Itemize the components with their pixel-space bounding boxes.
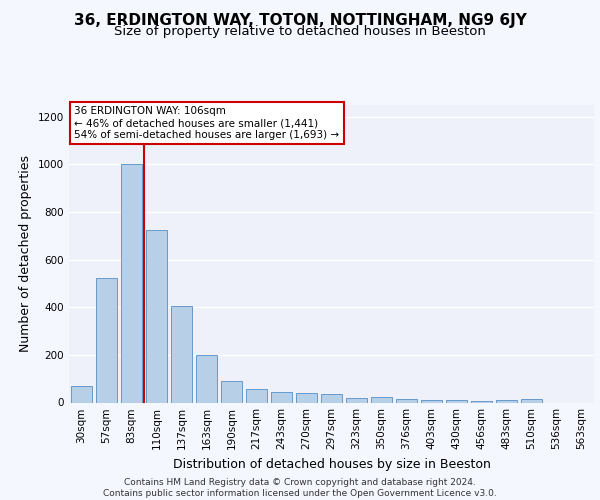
Bar <box>196 355 217 403</box>
Bar <box>96 278 117 402</box>
Bar <box>146 230 167 402</box>
Bar <box>396 399 417 402</box>
Bar <box>71 386 92 402</box>
Bar <box>121 164 142 402</box>
Bar <box>221 381 242 402</box>
Bar <box>371 398 392 402</box>
Text: 36 ERDINGTON WAY: 106sqm
← 46% of detached houses are smaller (1,441)
54% of sem: 36 ERDINGTON WAY: 106sqm ← 46% of detach… <box>74 106 340 140</box>
Bar <box>521 399 542 402</box>
Text: Contains HM Land Registry data © Crown copyright and database right 2024.
Contai: Contains HM Land Registry data © Crown c… <box>103 478 497 498</box>
Y-axis label: Number of detached properties: Number of detached properties <box>19 155 32 352</box>
X-axis label: Distribution of detached houses by size in Beeston: Distribution of detached houses by size … <box>173 458 490 471</box>
Bar <box>321 394 342 402</box>
Bar <box>296 394 317 402</box>
Bar <box>171 306 192 402</box>
Bar <box>271 392 292 402</box>
Bar <box>346 398 367 402</box>
Bar <box>496 400 517 402</box>
Bar <box>471 400 492 402</box>
Bar <box>246 388 267 402</box>
Text: 36, ERDINGTON WAY, TOTON, NOTTINGHAM, NG9 6JY: 36, ERDINGTON WAY, TOTON, NOTTINGHAM, NG… <box>74 12 526 28</box>
Bar <box>446 400 467 402</box>
Bar <box>421 400 442 402</box>
Text: Size of property relative to detached houses in Beeston: Size of property relative to detached ho… <box>114 25 486 38</box>
